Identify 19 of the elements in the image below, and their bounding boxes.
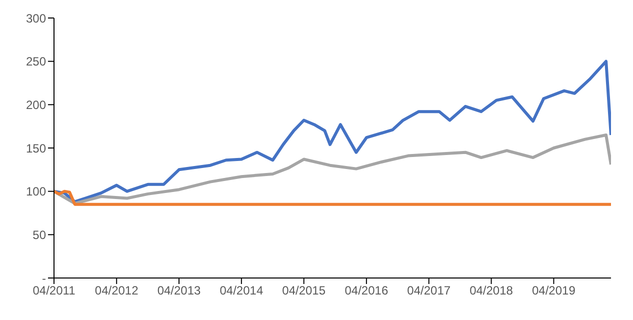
x-tick-label: 04/2018 xyxy=(470,284,514,298)
x-tick-label: 04/2011 xyxy=(32,284,76,298)
x-tick-label: 04/2012 xyxy=(94,284,139,298)
x-tick-label: 04/2019 xyxy=(532,284,576,298)
x-tick-label: 04/2014 xyxy=(220,284,264,298)
x-tick-label: 04/2017 xyxy=(407,284,451,298)
y-tick-label: 250 xyxy=(26,54,46,69)
y-tick-label: 100 xyxy=(26,184,46,199)
line-series xyxy=(54,190,611,206)
y-tick-label: 200 xyxy=(26,98,46,112)
y-tick-label: 50 xyxy=(32,228,46,242)
y-tick-label: - xyxy=(42,271,46,286)
y-tick-label: 150 xyxy=(26,141,46,156)
x-tick-label: 04/2015 xyxy=(282,284,326,298)
y-tick-label: 300 xyxy=(26,11,46,26)
x-tick-label: 04/2013 xyxy=(157,284,202,298)
x-tick-label: 04/2016 xyxy=(344,284,388,298)
line-series xyxy=(54,134,611,205)
line-series xyxy=(54,60,611,204)
